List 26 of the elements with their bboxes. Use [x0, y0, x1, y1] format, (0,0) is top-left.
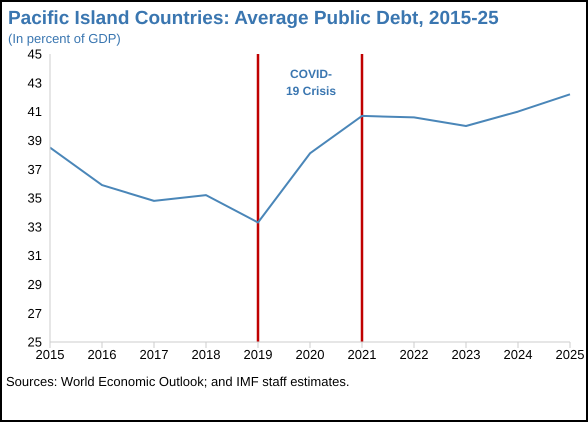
x-tick-label: 2022 — [400, 347, 428, 362]
x-tick-label: 2020 — [296, 347, 324, 362]
x-tick-label: 2017 — [140, 347, 168, 362]
y-tick-label: 37 — [28, 162, 42, 177]
x-tick-label: 2023 — [452, 347, 480, 362]
x-tick-label: 2024 — [504, 347, 532, 362]
y-tick-label: 27 — [28, 306, 42, 321]
x-tick-label: 2021 — [348, 347, 376, 362]
y-tick-label: 41 — [28, 104, 42, 120]
y-tick-label: 39 — [28, 133, 42, 148]
chart-title: Pacific Island Countries: Average Public Debt, 2015-25 — [7, 7, 500, 30]
x-tick-label: 2018 — [192, 347, 220, 362]
x-tick-label: 2016 — [88, 347, 116, 362]
y-tick-label: 43 — [28, 75, 42, 90]
y-tick-label: 31 — [28, 248, 42, 264]
y-tick-label: 35 — [28, 190, 42, 206]
chart-subtitle: (In percent of GDP) — [7, 30, 122, 46]
x-tick-label: 2015 — [36, 347, 64, 362]
annotation: COVID- 19 Crisis — [284, 66, 338, 100]
y-tick-label: 29 — [28, 277, 42, 292]
y-tick-label: 45 — [28, 46, 42, 62]
source-note: Sources: World Economic Outlook; and IMF staff estimates. — [5, 373, 350, 389]
x-tick-label: 2019 — [244, 347, 272, 362]
y-tick-label: 33 — [28, 219, 42, 234]
y-tick-label: 25 — [28, 334, 42, 350]
x-tick-label: 2025 — [556, 347, 584, 362]
